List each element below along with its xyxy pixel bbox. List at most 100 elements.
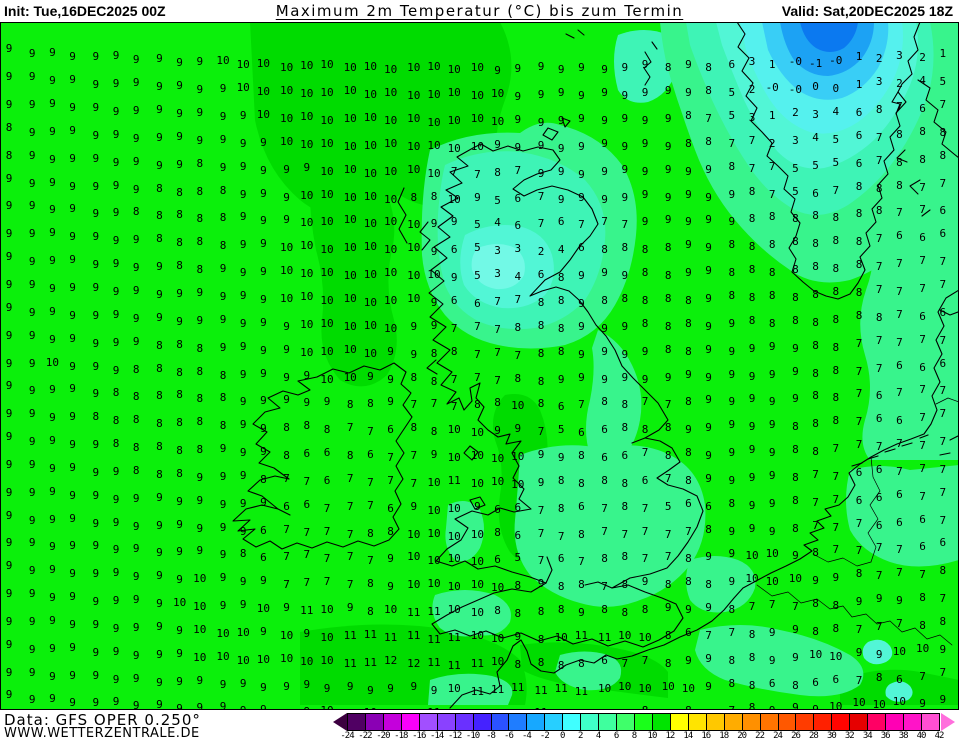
temperature-value: 9 <box>5 98 13 112</box>
temperature-value: 9 <box>69 641 76 655</box>
temperature-value: 7 <box>450 321 458 335</box>
temperature-value: 9 <box>196 314 204 328</box>
temperature-value: 9 <box>323 394 331 408</box>
temperature-value: 9 <box>430 216 438 230</box>
temperature-value: 9 <box>176 518 183 532</box>
temperature-value: 9 <box>156 597 163 611</box>
colorbar-tick-label: 14 <box>683 731 693 741</box>
temperature-value: 8 <box>728 677 736 691</box>
temperature-value: 6 <box>875 491 883 505</box>
temperature-value: 9 <box>49 563 56 577</box>
colorbar-tick-label: 30 <box>826 731 837 741</box>
temperature-value: 9 <box>387 373 394 387</box>
temperature-value: 9 <box>260 186 267 200</box>
temperature-value: 8 <box>875 103 883 117</box>
temperature-value: 6 <box>896 673 903 687</box>
temperature-value: 9 <box>763 704 781 709</box>
temperature-value: 9 <box>132 649 140 663</box>
temperature-value: 8 <box>578 448 585 462</box>
temperature-value: 9 <box>92 336 100 350</box>
temperature-value: 9 <box>49 305 56 319</box>
temperature-value: 7 <box>812 518 819 532</box>
temperature-value: 9 <box>219 599 227 613</box>
temperature-value: 9 <box>578 296 585 310</box>
temperature-value: 9 <box>685 238 692 252</box>
temperature-value: 6 <box>939 357 947 371</box>
temperature-value: 9 <box>112 308 120 322</box>
temperature-value: 8 <box>896 156 903 170</box>
temperature-value: 10 <box>256 601 271 615</box>
temperature-value: 8 <box>514 320 522 334</box>
temperature-value: 9 <box>705 679 712 693</box>
temperature-value: 9 <box>239 368 247 382</box>
temperature-value: 8 <box>832 233 840 247</box>
temperature-value: 9 <box>792 391 799 405</box>
temperature-value: 11 <box>343 657 357 671</box>
temperature-value: 7 <box>664 549 672 563</box>
temperature-value: 9 <box>28 586 36 600</box>
colorbar-tick-label: 22 <box>755 731 765 741</box>
temperature-value: 9 <box>176 545 183 559</box>
temperature-value: 10 <box>193 651 207 665</box>
colorbar-tick-label: 40 <box>916 731 927 741</box>
temperature-value: 10 <box>279 291 294 305</box>
colorbar-cell <box>724 714 743 730</box>
temperature-value: 9 <box>49 203 56 217</box>
oslofjord <box>891 91 901 115</box>
colorbar-cell <box>796 714 815 730</box>
temperature-value: 9 <box>705 651 712 665</box>
temperature-value: 10 <box>320 113 334 127</box>
temperature-value: 10 <box>407 61 421 75</box>
temperature-value: 8 <box>578 476 585 490</box>
temperature-value: 2 <box>896 77 903 91</box>
temperature-value: 8 <box>601 474 608 488</box>
temperature-value: 8 <box>260 472 267 486</box>
temperature-value: 8 <box>132 464 140 478</box>
temperature-value: 8 <box>346 449 354 463</box>
temperature-value: 10 <box>470 448 485 462</box>
temperature-value: 7 <box>601 525 608 539</box>
colorbar-cell <box>509 714 528 730</box>
temperature-value: 10 <box>490 474 505 488</box>
temperature-value: 9 <box>69 332 76 346</box>
temperature-value: 7 <box>939 666 947 680</box>
temperature-value: 6 <box>303 498 311 512</box>
temperature-value: 9 <box>176 107 183 121</box>
temperature-value: 11 <box>447 473 461 487</box>
temperature-value: 7 <box>939 514 947 528</box>
temperature-value: 9 <box>196 544 204 558</box>
temperature-value: 9 <box>132 132 140 146</box>
temperature-value: 5 <box>812 158 819 172</box>
temperature-value: 10 <box>256 652 271 666</box>
temperature-value: 8 <box>196 342 204 356</box>
belgium-netherlands-border <box>812 553 872 567</box>
temperature-value: 9 <box>49 485 56 499</box>
temperature-value: 10 <box>45 356 60 370</box>
temperature-value: 10 <box>320 265 334 279</box>
temperature-value: 9 <box>601 373 608 387</box>
temperature-value: 9 <box>156 52 163 66</box>
temperature-value: 9 <box>410 500 418 514</box>
temperature-value: 8 <box>641 294 649 308</box>
temperature-value: 9 <box>283 342 290 356</box>
temperature-value: 7 <box>875 620 883 634</box>
temperature-value: 9 <box>239 188 247 202</box>
temperature-value: 7 <box>514 292 522 306</box>
temperature-value: 9 <box>28 46 36 60</box>
temperature-value: 6 <box>939 306 947 320</box>
temperature-value: 10 <box>343 241 357 255</box>
temperature-value: 7 <box>919 202 926 216</box>
colorbar-cell <box>904 714 922 730</box>
temperature-value: 9 <box>601 322 608 336</box>
temperature-value: 8 <box>430 374 438 388</box>
temperature-value: 10 <box>597 682 612 696</box>
temperature-value: 3 <box>748 111 756 125</box>
temperature-value: 7 <box>875 283 883 297</box>
temperature-value: 7 <box>601 502 608 516</box>
temperature-value: 7 <box>939 486 947 500</box>
temperature-value: 9 <box>641 575 649 589</box>
temperature-value: 9 <box>28 457 36 471</box>
temperature-value: 9 <box>260 366 267 380</box>
temperature-value: 7 <box>601 215 608 229</box>
